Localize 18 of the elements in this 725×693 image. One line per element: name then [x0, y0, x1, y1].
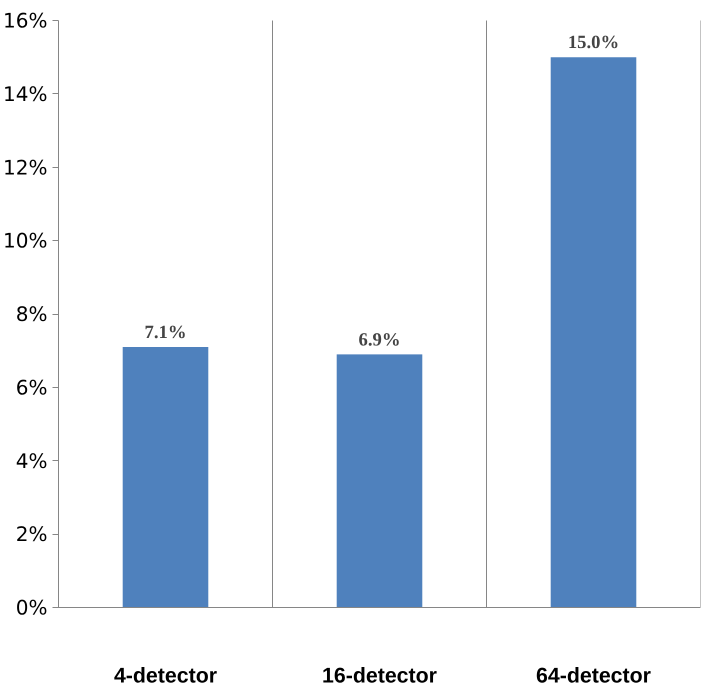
y-tick-label: 2%	[16, 522, 48, 546]
y-tick-label: 12%	[3, 155, 48, 180]
bar	[122, 347, 208, 608]
data-label: 6.9%	[358, 329, 400, 350]
y-tick-label: 8%	[16, 302, 48, 326]
data-label: 15.0%	[568, 32, 620, 54]
y-tick-label: 10%	[3, 228, 48, 253]
y-tick-label: 0%	[16, 596, 48, 620]
x-tick-label: 16-detector	[322, 664, 437, 688]
y-tick-label: 14%	[3, 82, 48, 106]
y-tick-label: 6%	[16, 375, 48, 400]
y-tick-label: 16%	[3, 8, 48, 32]
bar	[550, 57, 636, 608]
data-label: 7.1%	[144, 322, 186, 344]
x-tick-label: 64-detector	[536, 664, 651, 688]
bar	[336, 354, 422, 608]
y-tick-label: 4%	[16, 448, 48, 473]
x-tick-label: 4-detector	[114, 664, 218, 688]
